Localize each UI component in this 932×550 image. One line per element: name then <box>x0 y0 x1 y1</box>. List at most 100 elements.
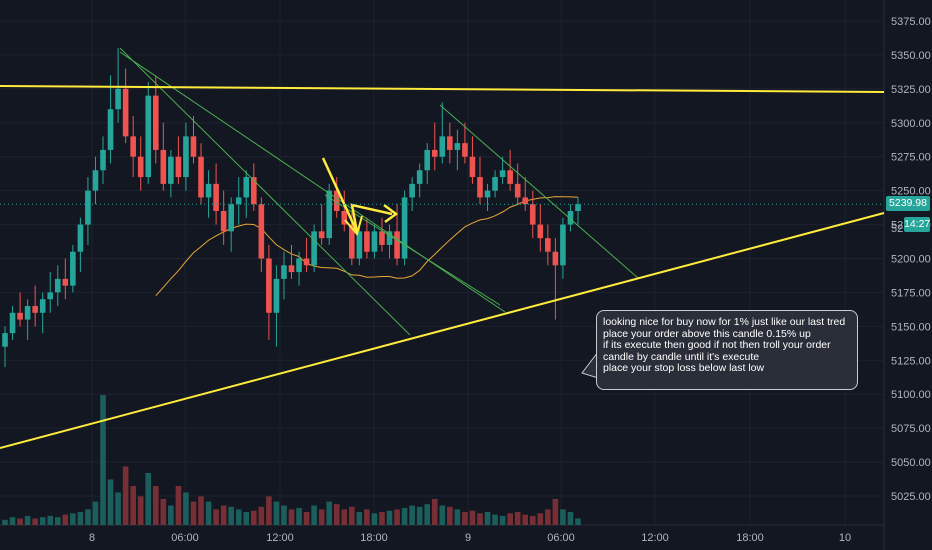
candle-body <box>77 224 84 252</box>
volume-bar <box>235 509 242 525</box>
volume-bar <box>326 501 332 525</box>
volume-bar <box>545 509 551 525</box>
volume-bar <box>198 496 204 525</box>
candle-body <box>288 265 295 273</box>
candle-body <box>567 211 574 225</box>
candle-body <box>318 231 325 239</box>
volume-bar <box>514 512 521 525</box>
candle-body <box>394 231 400 259</box>
y-tick-label: 5375.00 <box>891 16 931 28</box>
candle-body <box>243 177 250 198</box>
y-tick-label-partial: 52 <box>891 223 903 235</box>
candle-body <box>386 231 393 245</box>
y-tick-label: 5200.00 <box>891 254 931 266</box>
volume-bar <box>386 510 393 525</box>
arrow-head-2 <box>344 215 363 237</box>
x-tick-label: 06:00 <box>171 532 199 544</box>
volume-bar <box>266 496 272 525</box>
resistance-line <box>0 85 885 93</box>
candle-body <box>492 177 498 191</box>
candle-body <box>100 149 106 171</box>
candle-body <box>326 190 332 239</box>
volume-bar <box>333 504 340 525</box>
candle-body <box>537 224 544 239</box>
volume-bar <box>401 508 408 525</box>
volume-bar <box>2 519 8 525</box>
volume-bar <box>92 501 99 525</box>
volume-bar <box>258 506 265 525</box>
candle-body <box>401 197 408 259</box>
candle-body <box>145 95 152 178</box>
volume-bar <box>220 505 227 525</box>
volume-bar <box>499 515 506 525</box>
volume-bar <box>522 514 529 525</box>
volume-bar <box>454 509 461 525</box>
x-tick-label: 12:00 <box>641 532 669 544</box>
candle-body <box>183 136 189 178</box>
candle-body <box>371 231 378 252</box>
volume-bar <box>251 510 257 525</box>
candle-body <box>47 292 54 300</box>
y-tick-label: 5025.00 <box>891 491 931 503</box>
candle-body <box>62 278 69 286</box>
candle-body <box>152 95 159 150</box>
candle-body <box>477 177 483 198</box>
volume-bar <box>409 505 415 525</box>
volume-bar <box>552 499 559 525</box>
candle-body <box>560 224 566 266</box>
volume-bar <box>17 518 23 525</box>
candle-body <box>529 204 536 225</box>
volume-bar <box>130 486 136 525</box>
candle-body <box>251 177 257 205</box>
volume-bar <box>273 501 280 525</box>
candle-body <box>92 170 99 191</box>
volume-bar <box>32 518 38 525</box>
volume-bar <box>243 512 250 525</box>
volume-bar <box>183 492 189 525</box>
volume-bar <box>70 513 76 525</box>
annotation-callout[interactable]: looking nice for buy now for 1% just lik… <box>596 310 858 390</box>
volume-bar <box>9 517 16 525</box>
volume-bar <box>228 506 234 525</box>
arrow-head <box>383 204 399 224</box>
x-tick-label: 8 <box>89 532 95 544</box>
candle-body <box>469 156 476 178</box>
candle-body <box>32 306 38 313</box>
candle-body <box>462 143 468 157</box>
volume-bar <box>213 509 219 525</box>
volume-bar <box>560 509 566 525</box>
candle-body <box>213 183 219 211</box>
candle-body <box>281 265 287 279</box>
volume-bar <box>137 496 144 525</box>
annotation-line-3: if its execute then good if not then tro… <box>603 339 831 351</box>
volume-bar <box>484 512 491 525</box>
countdown-tag: 14:27 <box>904 217 931 232</box>
volume-bar <box>431 499 438 525</box>
volume-bar <box>288 509 295 525</box>
candle-body <box>130 136 136 157</box>
volume-bar <box>122 466 129 525</box>
volume-bar <box>107 479 114 525</box>
volume-bar <box>341 509 348 525</box>
candle-body <box>54 278 61 293</box>
volume-bar <box>145 473 152 525</box>
volume-bar <box>318 509 325 525</box>
volume-bar <box>371 513 378 525</box>
channel-line <box>119 51 506 313</box>
volume-bar <box>477 513 483 525</box>
zigzag-arrow <box>321 157 393 233</box>
volume-bar <box>152 486 159 525</box>
volume-bar <box>462 512 468 525</box>
volume-bar <box>311 505 317 525</box>
volume-bar <box>47 515 54 525</box>
volume-bar <box>575 518 581 525</box>
candle-body <box>220 211 227 232</box>
volume-bar <box>54 517 61 525</box>
candle-body <box>122 88 129 137</box>
support-trendline <box>0 212 885 449</box>
y-tick-label: 5125.00 <box>891 355 931 367</box>
x-tick-label: 12:00 <box>266 532 294 544</box>
